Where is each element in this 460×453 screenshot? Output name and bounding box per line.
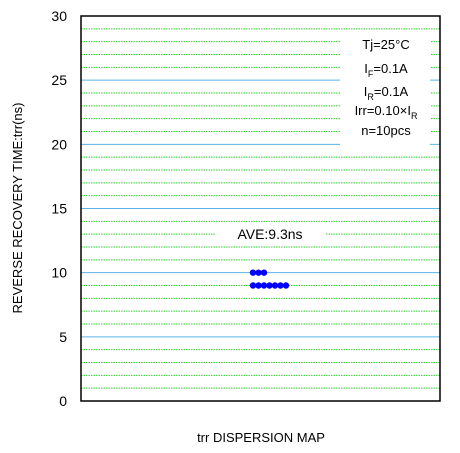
- condition-n: n=10pcs: [361, 123, 411, 138]
- y-tick-label: 25: [51, 72, 67, 88]
- data-point: [249, 282, 257, 289]
- condition-if: IF=0.1A: [364, 61, 408, 79]
- data-point: [266, 282, 273, 289]
- data-point: [277, 282, 284, 289]
- y-tick-label: 30: [51, 8, 67, 24]
- data-point: [282, 282, 290, 289]
- x-axis-title: trr DISPERSION MAP: [197, 430, 325, 445]
- condition-irr: Irr=0.10×IR: [355, 103, 418, 121]
- y-tick-label: 10: [51, 265, 67, 281]
- data-point: [260, 282, 268, 289]
- y-tick-label: 0: [59, 393, 67, 409]
- average-label: AVE:9.3ns: [237, 226, 302, 242]
- data-point: [260, 269, 268, 276]
- y-axis-title: REVERSE RECOVERY TIME:trr(ns): [10, 103, 25, 314]
- data-points: [249, 269, 290, 289]
- average-label-bg: [215, 223, 325, 245]
- y-tick-label: 15: [51, 201, 67, 217]
- data-point: [255, 269, 262, 276]
- data-point: [255, 282, 262, 289]
- conditions-box-bg: [340, 30, 430, 148]
- condition-ir: IR=0.1A: [364, 84, 409, 102]
- y-tick-label: 20: [51, 136, 67, 152]
- data-point: [271, 282, 279, 289]
- plot-frame: [80, 15, 441, 402]
- y-tick-label: 5: [59, 329, 67, 345]
- data-point: [249, 269, 257, 276]
- y-tick-labels: 0 5 10 15 20 25 30: [51, 8, 67, 409]
- condition-tj: Tj=25°C: [362, 37, 409, 52]
- conditions-box: Tj=25°C IF=0.1A IR=0.1A Irr=0.10×IR n=10…: [340, 30, 430, 148]
